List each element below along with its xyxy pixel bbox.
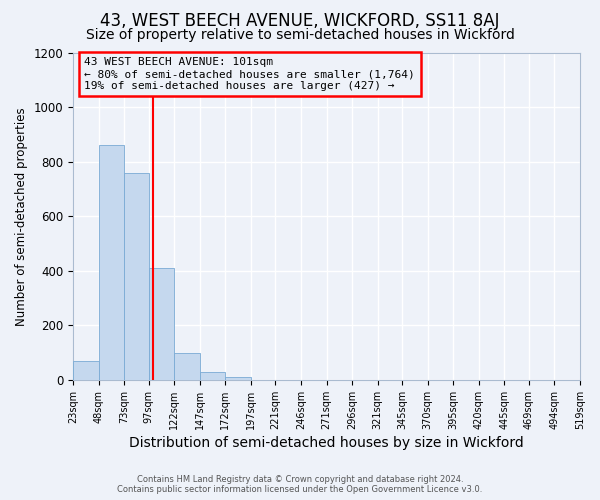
Bar: [226, 377, 251, 380]
Text: Contains HM Land Registry data © Crown copyright and database right 2024.
Contai: Contains HM Land Registry data © Crown c…: [118, 474, 482, 494]
Text: Size of property relative to semi-detached houses in Wickford: Size of property relative to semi-detach…: [86, 28, 514, 42]
Bar: [73, 361, 98, 380]
Text: 43, WEST BEECH AVENUE, WICKFORD, SS11 8AJ: 43, WEST BEECH AVENUE, WICKFORD, SS11 8A…: [100, 12, 500, 30]
Bar: [174, 352, 200, 380]
Y-axis label: Number of semi-detached properties: Number of semi-detached properties: [15, 107, 28, 326]
Bar: [149, 268, 174, 380]
Bar: [124, 172, 149, 380]
Bar: [98, 146, 124, 380]
Bar: [200, 372, 226, 380]
Text: 43 WEST BEECH AVENUE: 101sqm
← 80% of semi-detached houses are smaller (1,764)
1: 43 WEST BEECH AVENUE: 101sqm ← 80% of se…: [84, 58, 415, 90]
X-axis label: Distribution of semi-detached houses by size in Wickford: Distribution of semi-detached houses by …: [129, 436, 524, 450]
